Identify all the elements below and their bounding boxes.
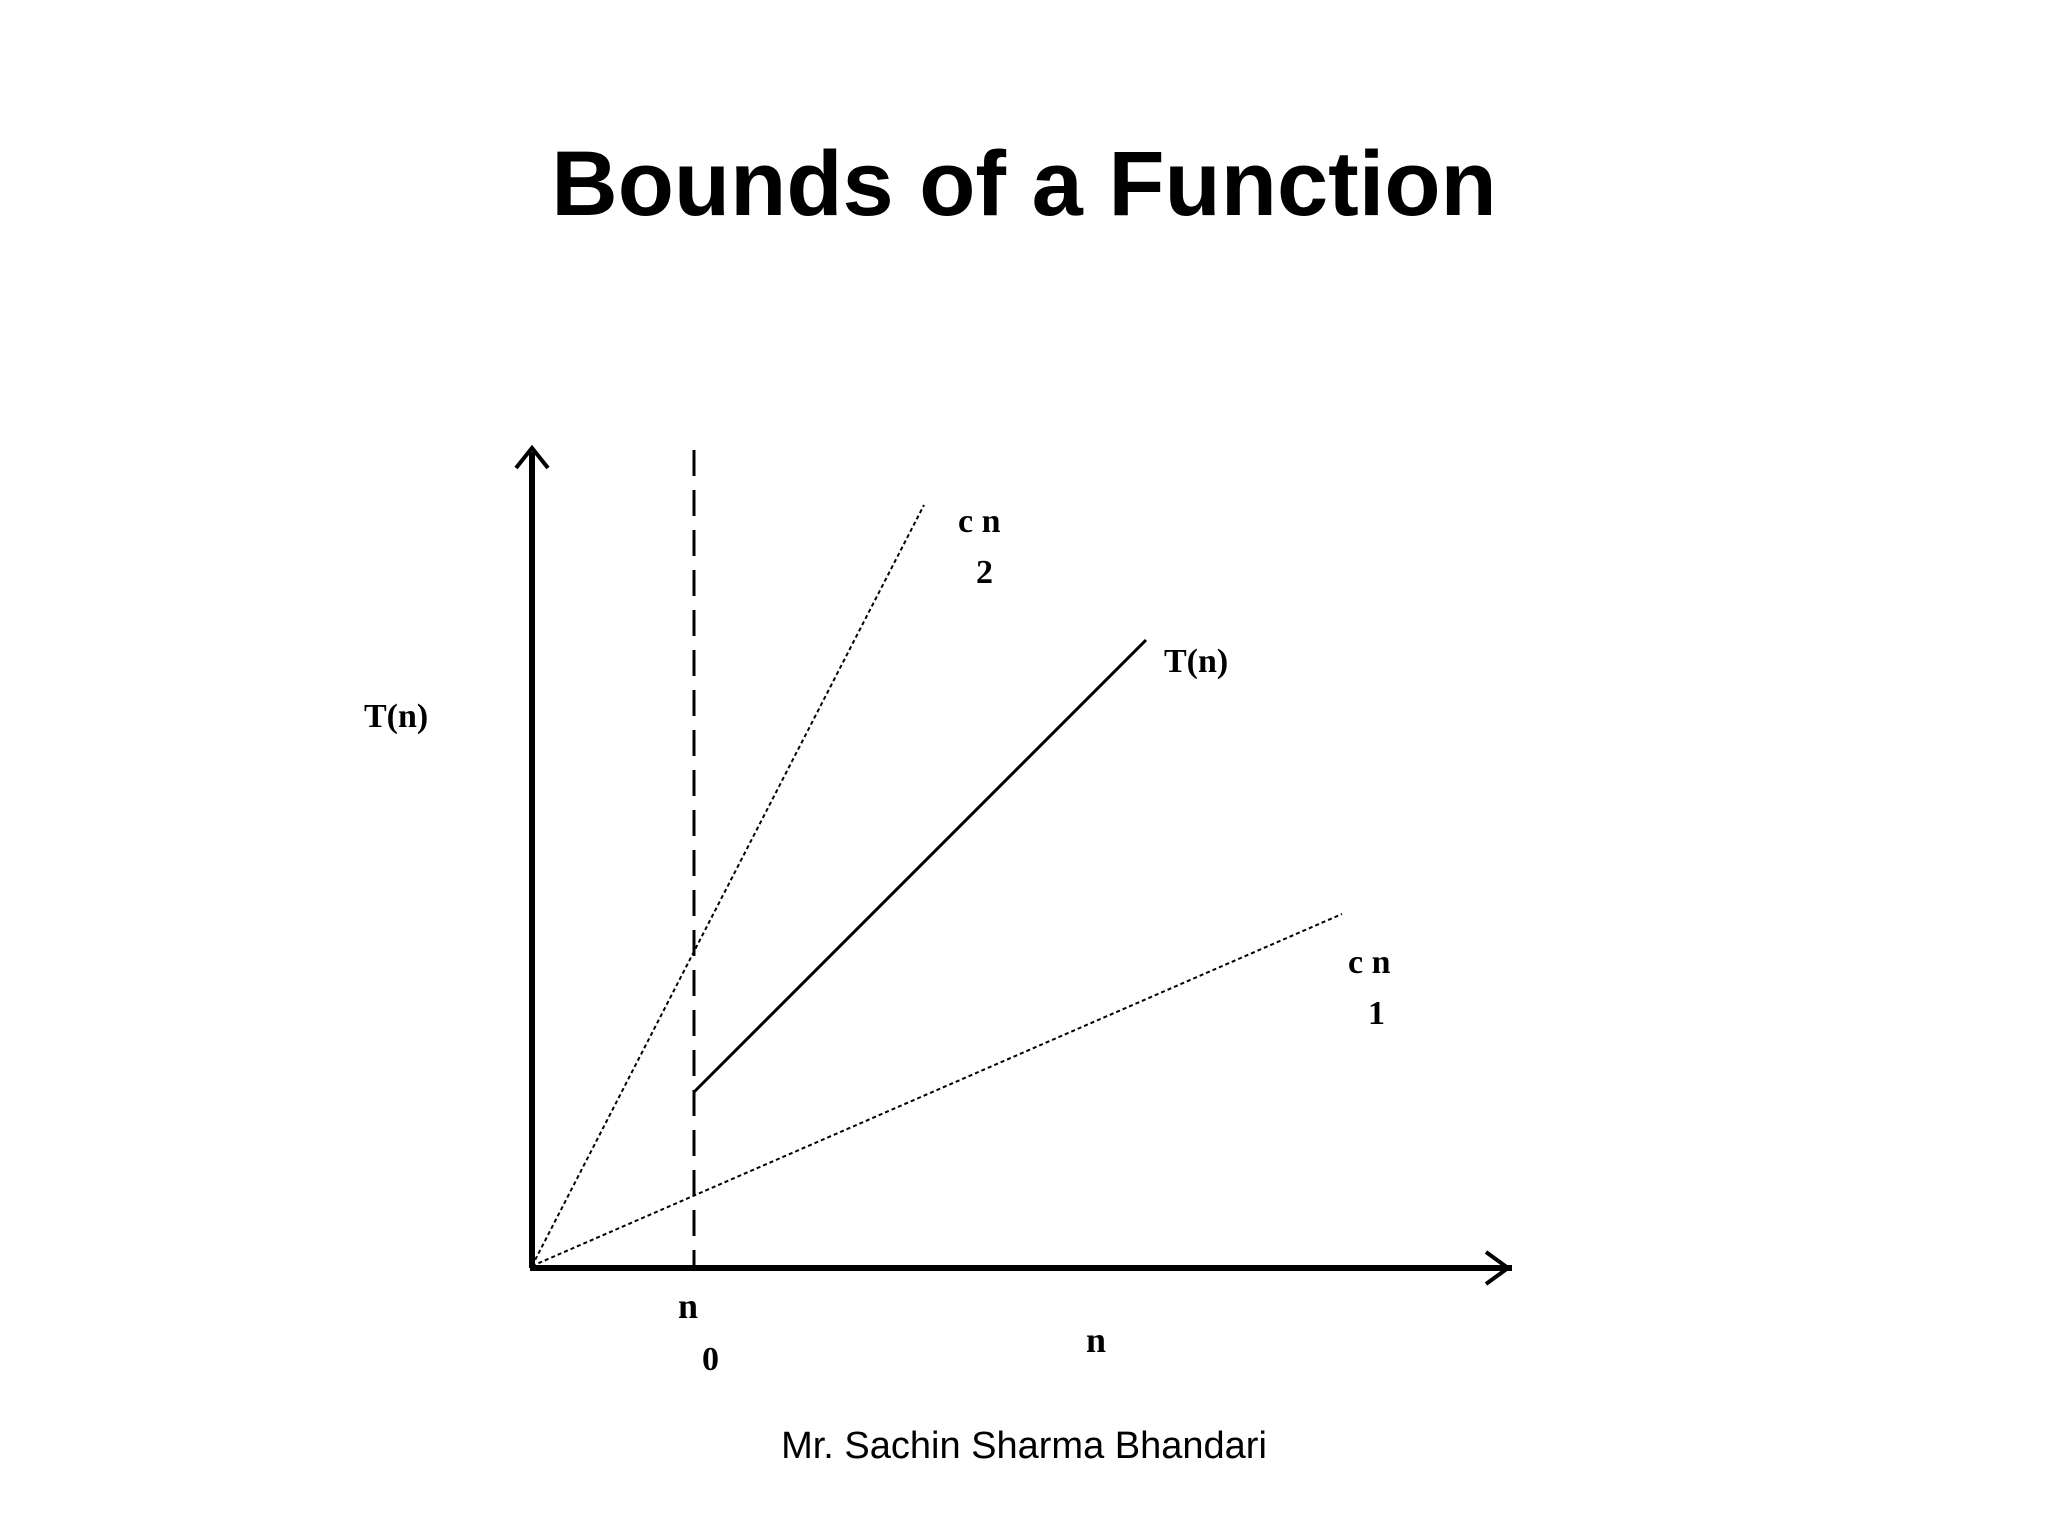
lower-bound-label: c n (1348, 944, 1391, 981)
footer-author: Mr. Sachin Sharma Bhandari (781, 1425, 1267, 1467)
lower-bound-label-subscript: 1 (1368, 995, 1385, 1032)
upper-bound-label-subscript: 2 (976, 554, 993, 591)
x-axis-label: n (1086, 1320, 1106, 1360)
n0-label: n (678, 1286, 698, 1326)
x-axis-arrowhead (1484, 1250, 1512, 1286)
lower-bound-line (531, 913, 1343, 1267)
function-line (692, 638, 1148, 1094)
upper-bound-line (531, 504, 925, 1267)
slide-title: Bounds of a Function (551, 133, 1497, 235)
y-axis-arrowhead (514, 444, 550, 470)
function-label: T(n) (1164, 643, 1228, 680)
y-axis-label: T(n) (364, 698, 428, 735)
upper-bound-label: c n (958, 503, 1001, 540)
n0-label-subscript: 0 (702, 1341, 719, 1378)
